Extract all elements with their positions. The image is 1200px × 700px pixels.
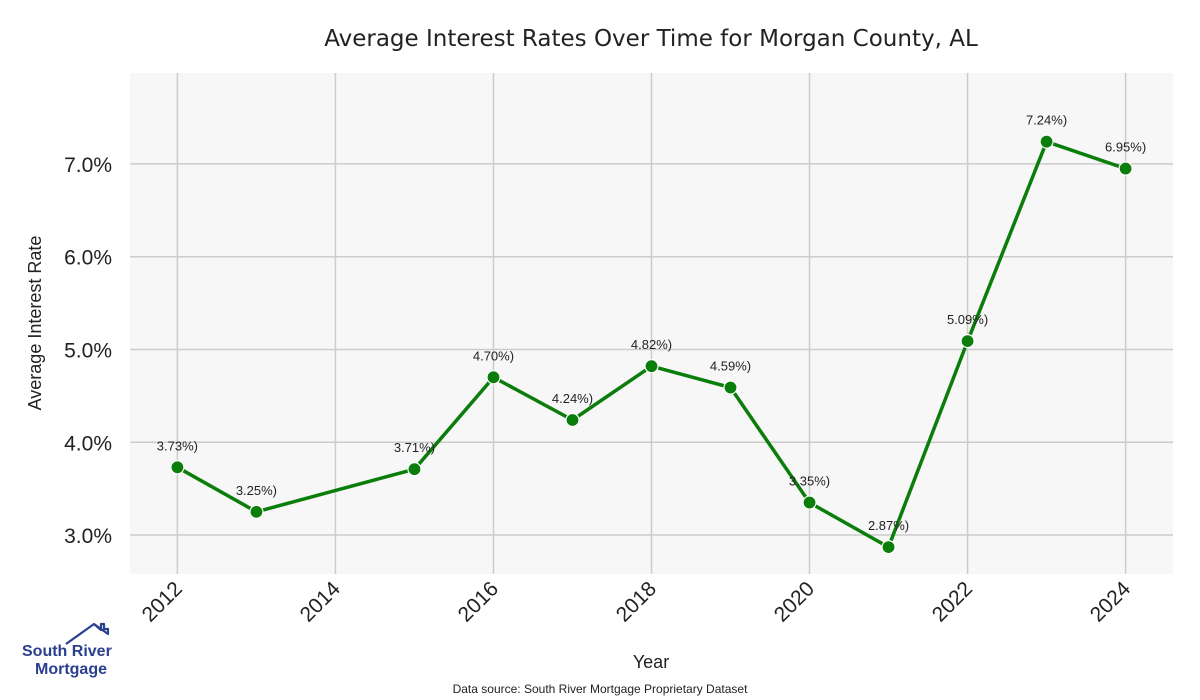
data-point — [960, 334, 975, 349]
data-label: 6.95%) — [1105, 140, 1146, 155]
data-label: 4.59%) — [710, 359, 751, 374]
data-label: 3.73%) — [157, 438, 198, 453]
logo-line-2: Mortgage — [35, 661, 107, 678]
data-label: 3.35%) — [789, 474, 830, 489]
data-source-note: Data source: South River Mortgage Propri… — [453, 682, 748, 696]
x-tick-label: 2014 — [296, 577, 346, 627]
data-point — [486, 370, 501, 385]
chart-title: Average Interest Rates Over Time for Mor… — [324, 26, 978, 52]
data-point — [249, 504, 264, 519]
house-roof-icon — [65, 622, 110, 645]
x-axis-ticks: 2012 2014 2016 2018 2020 2022 2024 — [138, 577, 1136, 627]
x-tick-label: 2018 — [612, 577, 661, 626]
y-tick-label: 3.0% — [64, 525, 112, 548]
data-label: 3.25%) — [236, 483, 277, 498]
x-tick-label: 2024 — [1086, 577, 1136, 627]
data-labels: 3.73%) 3.25%) 3.71%) 4.70%) 4.24%) 4.82%) 4.59… — [157, 113, 1146, 533]
y-tick-label: 5.0% — [64, 339, 112, 362]
data-point — [1039, 134, 1054, 149]
data-label: 4.70%) — [473, 348, 514, 363]
company-logo: South River Mortgage — [22, 622, 112, 678]
data-point — [723, 380, 738, 395]
logo-line-1: South River — [22, 643, 112, 660]
x-tick-label: 2022 — [928, 577, 977, 626]
y-axis-label: Average Interest Rate — [25, 236, 45, 411]
data-label: 2.87%) — [868, 518, 909, 533]
data-label: 7.24%) — [1026, 113, 1067, 128]
x-tick-label: 2012 — [138, 577, 187, 626]
data-label: 5.09%) — [947, 312, 988, 327]
grid-lines — [130, 73, 1173, 574]
y-tick-label: 6.0% — [64, 247, 112, 270]
y-axis-ticks: 3.0% 4.0% 5.0% 6.0% 7.0% — [64, 154, 112, 548]
data-point — [1118, 161, 1133, 176]
data-point — [802, 495, 817, 510]
data-point — [407, 462, 422, 477]
data-point — [170, 460, 185, 475]
x-axis-label: Year — [633, 652, 669, 672]
x-tick-label: 2020 — [770, 577, 819, 626]
data-point — [644, 359, 659, 374]
data-label: 4.82%) — [631, 337, 672, 352]
data-point — [565, 412, 580, 428]
data-label: 4.24%) — [552, 391, 593, 406]
data-point — [881, 539, 896, 555]
x-tick-label: 2016 — [454, 577, 503, 626]
y-tick-label: 4.0% — [64, 432, 112, 455]
series-group — [170, 134, 1133, 555]
data-label: 3.71%) — [394, 440, 435, 455]
y-tick-label: 7.0% — [64, 154, 112, 177]
series-line — [175, 139, 1128, 549]
